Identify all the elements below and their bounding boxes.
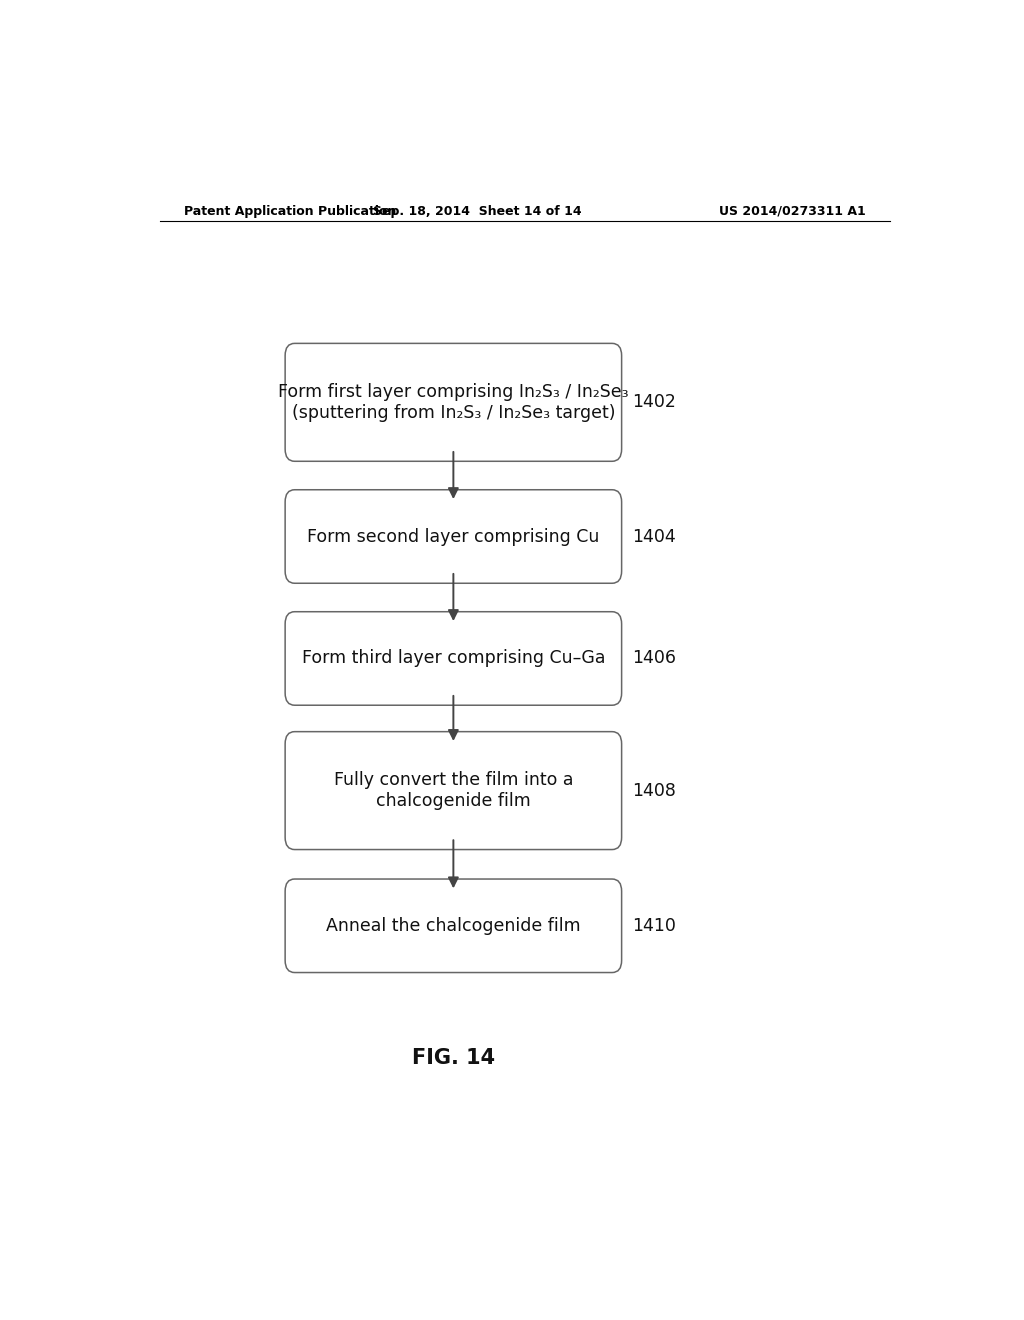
Text: 1406: 1406 — [632, 649, 676, 668]
FancyBboxPatch shape — [285, 879, 622, 973]
Text: Anneal the chalcogenide film: Anneal the chalcogenide film — [326, 917, 581, 935]
FancyBboxPatch shape — [285, 490, 622, 583]
Text: Sep. 18, 2014  Sheet 14 of 14: Sep. 18, 2014 Sheet 14 of 14 — [373, 205, 582, 218]
Text: 1408: 1408 — [632, 781, 676, 800]
Text: 1404: 1404 — [632, 528, 676, 545]
Text: 1410: 1410 — [632, 917, 676, 935]
Text: Form first layer comprising In₂S₃ / In₂Se₃
(sputtering from In₂S₃ / In₂Se₃ targe: Form first layer comprising In₂S₃ / In₂S… — [279, 383, 629, 421]
Text: Form third layer comprising Cu–Ga: Form third layer comprising Cu–Ga — [302, 649, 605, 668]
FancyBboxPatch shape — [285, 343, 622, 461]
Text: 1402: 1402 — [632, 393, 676, 412]
Text: Patent Application Publication: Patent Application Publication — [183, 205, 396, 218]
Text: Fully convert the film into a
chalcogenide film: Fully convert the film into a chalcogeni… — [334, 771, 573, 810]
Text: Form second layer comprising Cu: Form second layer comprising Cu — [307, 528, 600, 545]
FancyBboxPatch shape — [285, 611, 622, 705]
Text: FIG. 14: FIG. 14 — [412, 1048, 495, 1068]
Text: US 2014/0273311 A1: US 2014/0273311 A1 — [719, 205, 866, 218]
FancyBboxPatch shape — [285, 731, 622, 850]
